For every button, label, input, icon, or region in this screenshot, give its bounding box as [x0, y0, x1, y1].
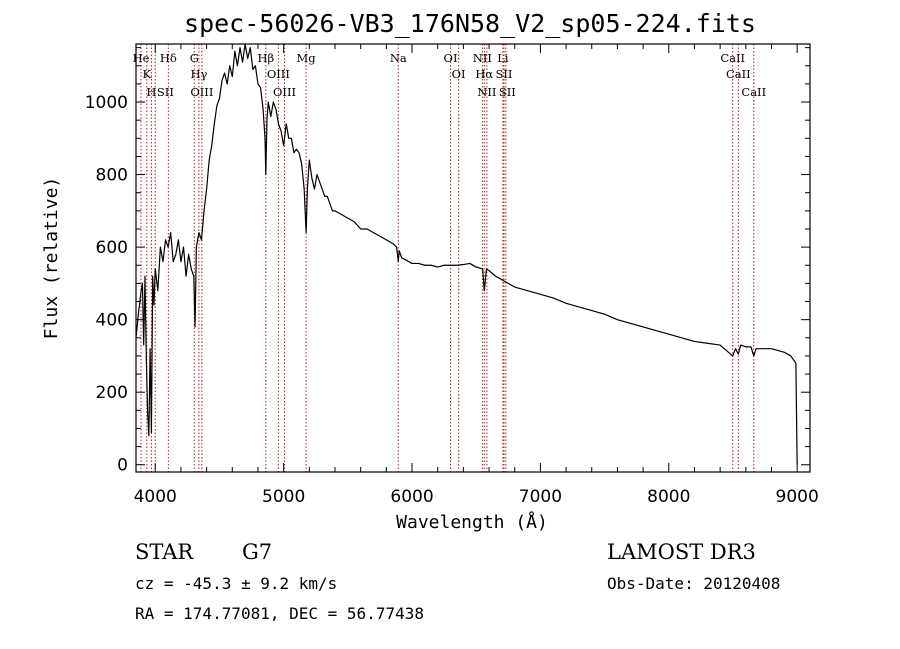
- y-tick-label-200: 200: [96, 383, 128, 403]
- line-marker-label-22: CaII: [726, 67, 751, 81]
- line-marker-label-9: OIII: [267, 67, 290, 81]
- line-marker-label-19: SII: [495, 67, 512, 81]
- line-marker-label-20: SII: [499, 85, 516, 99]
- line-marker-label-21: CaII: [720, 51, 745, 65]
- line-marker-label-11: Mg: [297, 51, 317, 65]
- y-tick-label-600: 600: [96, 238, 128, 258]
- x-axis-label: Wavelength (Å): [396, 511, 548, 533]
- line-marker-label-1: K: [142, 67, 151, 81]
- y-axis-label: Flux (relative): [41, 177, 62, 340]
- line-marker-label-13: OI: [444, 51, 458, 65]
- object-type: STAR: [135, 540, 194, 564]
- line-marker-label-4: Hδ: [160, 51, 177, 65]
- line-marker-label-16: Hα: [475, 67, 493, 81]
- line-marker-label-23: CaII: [741, 85, 766, 99]
- line-marker-label-7: OIII: [190, 85, 213, 99]
- chart-title: spec-56026-VB3_176N58_V2_sp05-224.fits: [184, 9, 756, 38]
- x-tick-label-7000: 7000: [519, 487, 562, 507]
- ra-dec-coords: RA = 174.77081, DEC = 56.77438: [135, 604, 424, 623]
- line-marker-label-15: NII: [473, 51, 492, 65]
- line-marker-label-14: OI: [452, 67, 466, 81]
- line-marker-label-6: Hγ: [190, 67, 207, 81]
- series-line-spectrum: [135, 43, 798, 465]
- redshift-cz: cz = -45.3 ± 9.2 km/s: [135, 574, 337, 593]
- subclass: G7: [242, 540, 272, 564]
- x-tick-label-8000: 8000: [647, 487, 690, 507]
- line-marker-label-5: G: [190, 51, 199, 65]
- x-tick-label-5000: 5000: [262, 487, 305, 507]
- y-tick-label-800: 800: [96, 166, 128, 186]
- y-tick-label-0: 0: [117, 456, 128, 476]
- y-axis-ticks: 0 200 400 600 800 1000: [85, 47, 810, 476]
- line-marker-label-3: SII: [157, 85, 174, 99]
- line-marker-label-2: H: [146, 85, 156, 99]
- series-layer: [135, 43, 798, 465]
- line-marker-label-10: OIII: [273, 85, 296, 99]
- line-marker-label-12: Na: [390, 51, 407, 65]
- x-tick-label-6000: 6000: [390, 487, 433, 507]
- line-marker-label-0: He: [133, 51, 150, 65]
- line-marker-label-17: NII: [477, 85, 496, 99]
- x-axis-ticks: 4000 5000 6000 7000 8000 9000: [134, 44, 819, 507]
- x-tick-label-9000: 9000: [776, 487, 819, 507]
- line-marker-label-8: Hβ: [257, 51, 274, 65]
- y-tick-label-1000: 1000: [85, 93, 128, 113]
- plot-frame: [135, 43, 811, 473]
- obs-date: Obs-Date: 20120408: [607, 574, 780, 593]
- line-markers: [140, 44, 755, 472]
- x-tick-label-4000: 4000: [134, 487, 177, 507]
- y-tick-label-400: 400: [96, 311, 128, 331]
- line-marker-label-18: Li: [497, 51, 509, 65]
- survey-name: LAMOST DR3: [607, 540, 756, 564]
